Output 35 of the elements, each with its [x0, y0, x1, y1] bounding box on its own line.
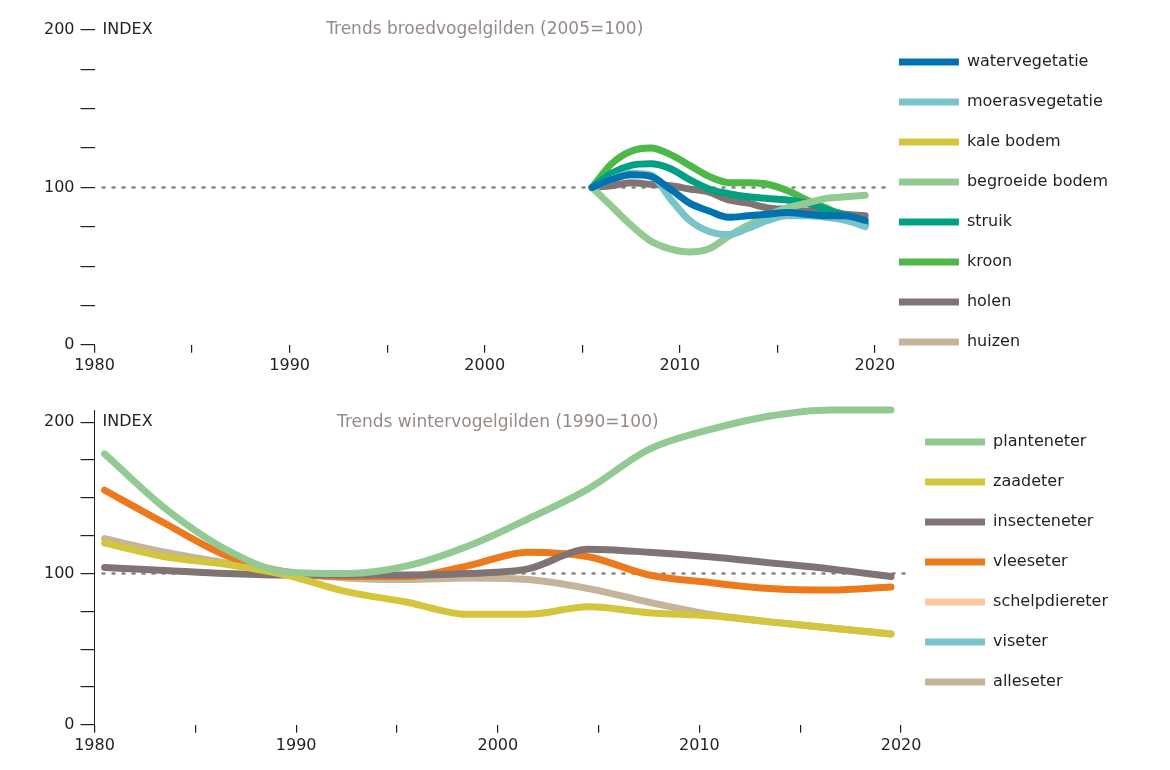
legend-label: watervegetatie [966, 51, 1089, 71]
legend-label: struik [966, 211, 1013, 231]
legend-label: begroeide bodem [966, 171, 1108, 191]
x-tick-label: 2010 [659, 354, 701, 374]
legend-label: viseter [993, 631, 1049, 651]
y-tick-label: 100 [43, 176, 75, 196]
y-axis-title: INDEX [102, 19, 153, 39]
x-tick-label: 2000 [477, 734, 519, 754]
x-tick-label: 2000 [464, 354, 506, 374]
legend-label: huizen [966, 331, 1021, 351]
legend-label: schelpdiereter [993, 591, 1109, 611]
x-tick-label: 1980 [74, 734, 115, 754]
y-axis-title: INDEX [102, 411, 153, 431]
x-tick-label: 1980 [74, 354, 115, 374]
legend-label: kale bodem [966, 131, 1061, 151]
chart-title: Trends broedvogelgilden (2005=100) [325, 18, 644, 39]
x-tick-label: 2020 [854, 354, 896, 374]
legend-label: kroon [966, 251, 1013, 271]
legend-label: moerasvegetatie [966, 91, 1103, 111]
y-tick-label: 0 [64, 333, 75, 353]
legend-label: zaadeter [993, 471, 1065, 491]
legend-label: insecteneter [993, 511, 1094, 531]
y-tick-label: 100 [43, 562, 75, 582]
y-tick-label: 200 [43, 411, 75, 431]
x-tick-label: 2020 [880, 734, 922, 754]
legend-label: vleeseter [993, 551, 1068, 571]
x-tick-label: 1990 [275, 734, 317, 754]
legend-label: holen [966, 291, 1012, 311]
legend-label: planteneter [993, 431, 1087, 451]
y-tick-label: 0 [64, 713, 75, 733]
y-tick-label: 200 [43, 19, 75, 39]
x-tick-label: 1990 [269, 354, 310, 374]
chart-title: Trends wintervogelgilden (1990=100) [335, 410, 659, 431]
legend-label: alleseter [993, 671, 1063, 691]
x-tick-label: 2010 [679, 734, 720, 754]
